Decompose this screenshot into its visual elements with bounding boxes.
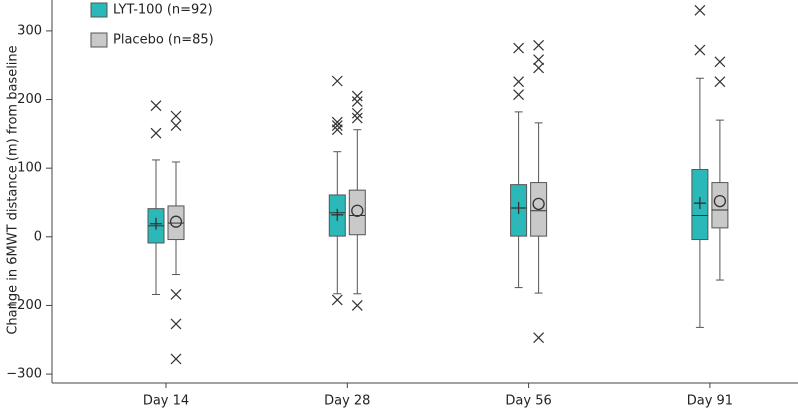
outlier <box>533 332 545 344</box>
outlier <box>150 100 162 112</box>
outlier <box>533 54 545 66</box>
outlier <box>513 89 525 101</box>
y-tick-label: −300 <box>6 367 42 382</box>
mean <box>351 204 364 217</box>
mean <box>693 197 706 210</box>
outlier <box>331 124 343 136</box>
outlier <box>331 116 343 128</box>
y-tick-label: 100 <box>17 161 42 176</box>
outlier <box>170 318 182 330</box>
outlier <box>694 44 706 56</box>
outlier <box>513 42 525 54</box>
outlier <box>351 96 363 108</box>
y-tick-label: 200 <box>17 92 42 107</box>
x-tick-label: Day 91 <box>687 394 733 409</box>
outlier <box>714 56 726 68</box>
legend-swatch <box>90 32 108 48</box>
outlier <box>351 90 363 102</box>
legend-swatch <box>90 2 108 18</box>
outlier <box>170 353 182 365</box>
outlier <box>351 300 363 311</box>
outlier <box>694 4 706 16</box>
outlier <box>170 120 182 132</box>
outlier <box>331 75 343 87</box>
y-axis-label: Change in 6MWT distance (m) from baselin… <box>6 45 21 334</box>
box <box>348 189 366 236</box>
outlier <box>351 112 363 124</box>
mean <box>169 215 183 228</box>
outlier <box>533 39 545 51</box>
legend-label: LYT-100 (n=92) <box>113 3 213 18</box>
outlier <box>170 289 182 300</box>
x-tick-label: Day 56 <box>505 394 551 409</box>
outlier <box>331 294 343 306</box>
mean <box>532 197 545 211</box>
outlier <box>150 127 162 139</box>
box <box>711 182 729 229</box>
outlier <box>513 76 525 88</box>
mean <box>512 201 525 214</box>
x-tick-label: Day 28 <box>324 394 370 409</box>
outlier <box>331 120 343 132</box>
x-tick-label: Day 14 <box>143 394 189 409</box>
legend-label: Placebo (n=85) <box>113 33 214 48</box>
y-tick-label: −200 <box>6 298 42 313</box>
outlier <box>533 62 545 74</box>
y-tick-label: 300 <box>17 23 42 38</box>
mean <box>331 208 344 221</box>
mean <box>713 194 727 208</box>
outlier <box>714 76 726 88</box>
outlier <box>170 110 182 122</box>
y-tick-label: 0 <box>34 229 42 244</box>
outlier <box>351 107 363 119</box>
mean <box>150 217 162 230</box>
